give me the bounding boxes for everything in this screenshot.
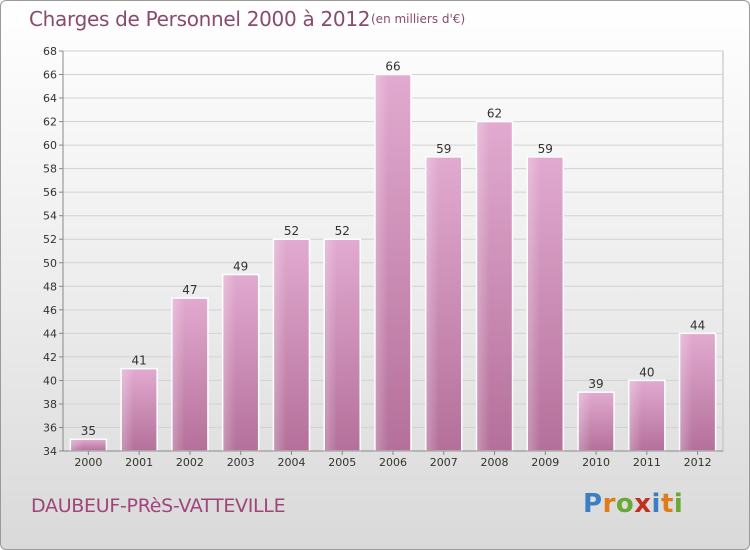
x-tick-label: 2004 [277, 456, 305, 469]
logo-letter: t [660, 489, 674, 519]
bar-highlight [274, 240, 287, 450]
logo-letter: x [634, 489, 652, 519]
y-tick-label: 34 [43, 445, 57, 458]
bar-value-label: 66 [385, 60, 400, 74]
y-tick-label: 52 [43, 233, 57, 246]
bar-highlight [376, 75, 388, 450]
chart-subtitle: (en milliers d'€) [371, 12, 466, 26]
bar-value-label: 44 [690, 318, 705, 332]
bars: 35 41 47 49 52 52 66 59 62 59 39 40 44 [69, 60, 717, 452]
x-tick-label: 2009 [531, 456, 559, 469]
bar-value-label: 49 [233, 260, 248, 274]
logo-letter: r [602, 489, 616, 519]
bar-highlight [680, 334, 693, 450]
y-tick-label: 46 [43, 304, 57, 317]
logo-letter: i [673, 489, 684, 519]
logo-letter: o [615, 489, 635, 519]
bar-value-label: 59 [538, 142, 553, 156]
x-tick-label: 2003 [227, 456, 255, 469]
x-axis: 2000 2001 2002 2003 2004 2005 2006 2007 2008 2009… [63, 450, 723, 469]
logo-letter: P [583, 489, 603, 519]
y-tick-label: 58 [43, 163, 57, 176]
y-tick-label: 66 [43, 69, 57, 82]
bar-highlight [223, 275, 236, 450]
y-tick-label: 68 [43, 45, 57, 58]
y-tick-label: 54 [43, 210, 57, 223]
x-tick-label: 2005 [328, 456, 356, 469]
bar-highlight [629, 381, 642, 450]
bar-highlight [477, 122, 490, 451]
bar-highlight [325, 240, 338, 450]
bar-value-label: 40 [639, 365, 654, 379]
x-tick-label: 2001 [125, 456, 153, 469]
y-tick-label: 48 [43, 280, 57, 293]
y-axis: 34 36 38 40 42 44 46 48 50 52 54 56 58 60 62 64 66 68 [43, 45, 64, 458]
y-tick-label: 40 [43, 374, 57, 387]
logo-letter: i [651, 489, 661, 519]
chart-title: Charges de Personnel 2000 à 2012 [29, 7, 371, 31]
x-tick-label: 2000 [74, 456, 102, 469]
commune-name: DAUBEUF-PRèS-VATTEVILLE [31, 495, 286, 517]
y-tick-label: 56 [43, 186, 57, 199]
bar-value-label: 47 [182, 283, 197, 297]
bar-value-label: 59 [436, 142, 451, 156]
bar-value-label: 52 [335, 224, 350, 238]
bar-value-label: 35 [81, 424, 96, 438]
bar-highlight [528, 157, 541, 450]
bar-highlight [122, 369, 135, 450]
x-tick-label: 2010 [582, 456, 610, 469]
x-tick-label: 2006 [379, 456, 407, 469]
y-tick-label: 60 [43, 139, 57, 152]
x-tick-label: 2012 [684, 456, 712, 469]
y-tick-label: 36 [43, 421, 57, 434]
bar-value-label: 41 [132, 354, 147, 368]
x-tick-label: 2011 [633, 456, 661, 469]
x-tick-label: 2007 [430, 456, 458, 469]
bar-highlight [71, 440, 84, 450]
bar-value-label: 52 [284, 224, 299, 238]
bar-highlight [579, 393, 592, 450]
y-tick-label: 62 [43, 116, 57, 129]
y-tick-label: 50 [43, 257, 57, 270]
y-tick-label: 44 [43, 327, 57, 340]
y-tick-label: 38 [43, 398, 57, 411]
bar-highlight [172, 299, 185, 450]
y-tick-label: 64 [43, 92, 57, 105]
proxiti-logo[interactable]: Proxiti [583, 489, 683, 519]
bar-value-label: 62 [487, 107, 502, 121]
y-tick-label: 42 [43, 351, 57, 364]
x-tick-label: 2008 [481, 456, 509, 469]
bar-highlight [426, 157, 439, 450]
x-tick-label: 2002 [176, 456, 204, 469]
bar-value-label: 39 [588, 377, 603, 391]
